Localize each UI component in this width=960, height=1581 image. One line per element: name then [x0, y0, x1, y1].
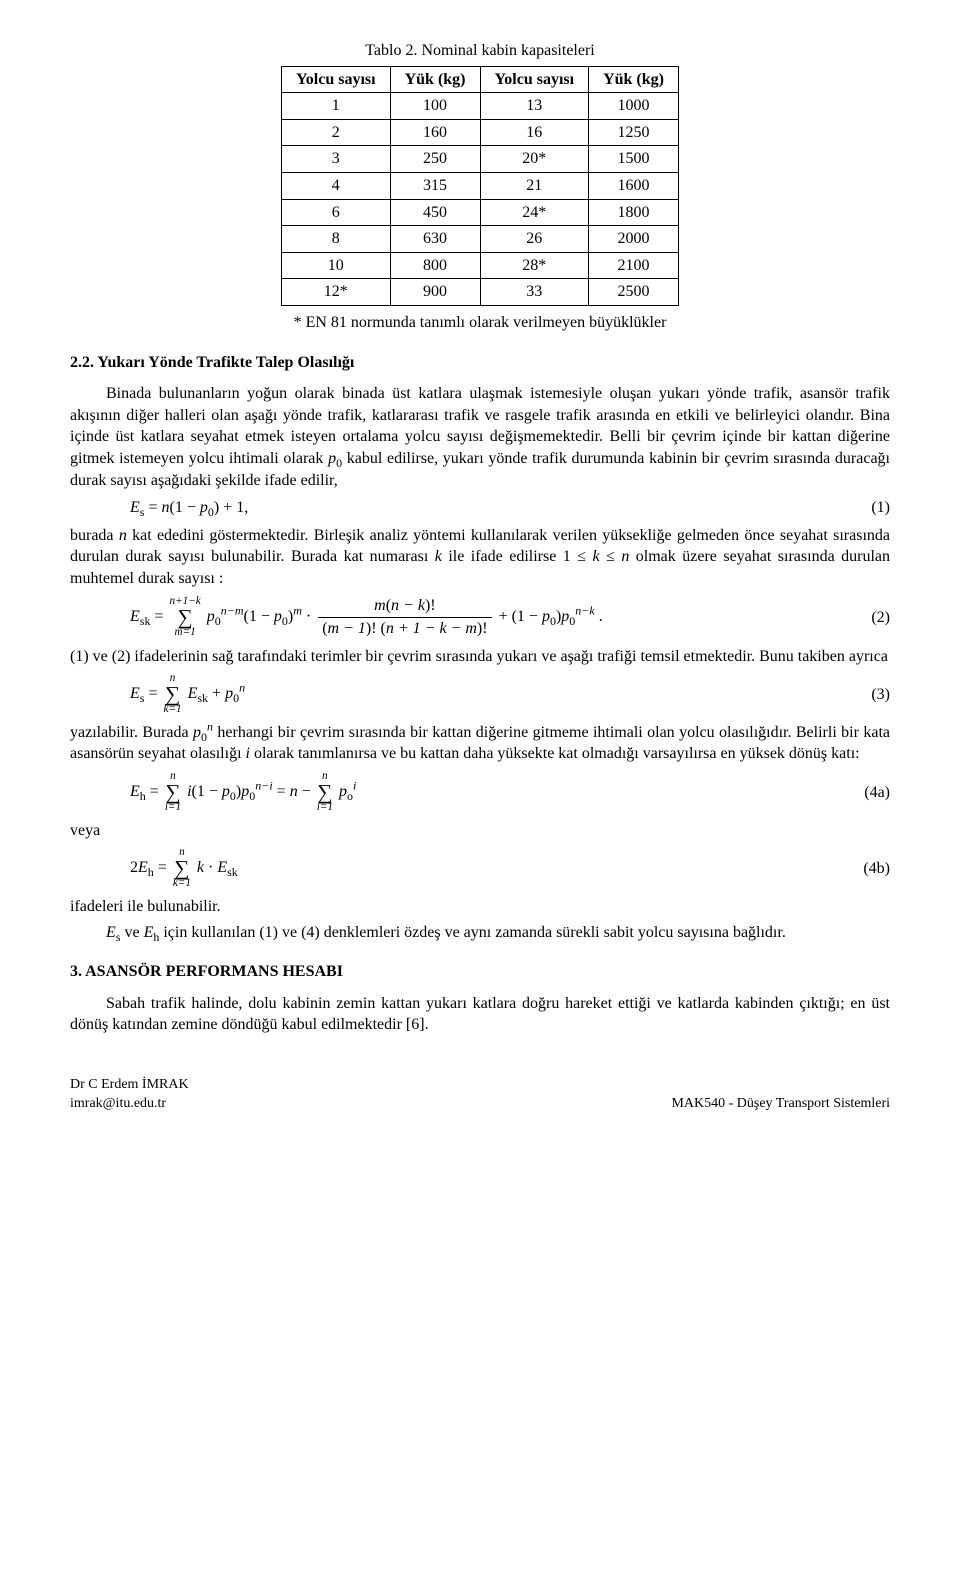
table-cell: 1 [282, 93, 391, 120]
table-cell: 2 [282, 119, 391, 146]
table-row: 4315211600 [282, 172, 679, 199]
table-cell: 630 [390, 226, 480, 253]
eqnum-3: (3) [840, 684, 890, 706]
table-cell: 315 [390, 172, 480, 199]
table-cell: 33 [480, 279, 589, 306]
table-cell: 26 [480, 226, 589, 253]
para-3-1: Sabah trafik halinde, dolu kabinin zemin… [70, 993, 890, 1036]
table-cell: 21 [480, 172, 589, 199]
table-cell: 450 [390, 199, 480, 226]
capacity-table: Yolcu sayısı Yük (kg) Yolcu sayısı Yük (… [281, 66, 679, 306]
equation-4b: 2Eh = n∑k=1 k · Esk (4b) [70, 847, 890, 890]
table-cell: 6 [282, 199, 391, 226]
th-3: Yük (kg) [589, 66, 679, 93]
veya: veya [70, 820, 890, 842]
table-cell: 1000 [589, 93, 679, 120]
table-cell: 10 [282, 252, 391, 279]
equation-3: Es = n∑k=1 Esk + p0n (3) [70, 673, 890, 716]
footer-course: MAK540 - Düşey Transport Sistemleri [671, 1095, 890, 1114]
table-cell: 24* [480, 199, 589, 226]
section-3-head: 3. ASANSÖR PERFORMANS HESABI [70, 961, 890, 983]
table-cell: 20* [480, 146, 589, 173]
table-cell: 2000 [589, 226, 679, 253]
eqnum-4a: (4a) [840, 782, 890, 804]
para-2-2-3: (1) ve (2) ifadelerinin sağ tarafındaki … [70, 646, 890, 668]
table-cell: 800 [390, 252, 480, 279]
th-2: Yolcu sayısı [480, 66, 589, 93]
para-2-2-5: ifadeleri ile bulunabilir. [70, 896, 890, 918]
para-2-2-4: yazılabilir. Burada p0n herhangi bir çev… [70, 722, 890, 765]
table-cell: 100 [390, 93, 480, 120]
table-cell: 4 [282, 172, 391, 199]
eqnum-2: (2) [840, 607, 890, 629]
table-cell: 1600 [589, 172, 679, 199]
footer-author: Dr C Erdem İMRAK [70, 1076, 189, 1095]
equation-1: Es = n(1 − p0) + 1, (1) [70, 497, 890, 519]
table-row: 1100131000 [282, 93, 679, 120]
table-cell: 160 [390, 119, 480, 146]
table-row: 8630262000 [282, 226, 679, 253]
table-cell: 1800 [589, 199, 679, 226]
table-cell: 1250 [589, 119, 679, 146]
th-1: Yük (kg) [390, 66, 480, 93]
table-row: 325020*1500 [282, 146, 679, 173]
table-note: * EN 81 normunda tanımlı olarak verilmey… [70, 312, 890, 334]
para-2-2-2: burada n kat ededini göstermektedir. Bir… [70, 525, 890, 590]
table-cell: 8 [282, 226, 391, 253]
table-row: 12*900332500 [282, 279, 679, 306]
table-cell: 13 [480, 93, 589, 120]
table-row: 2160161250 [282, 119, 679, 146]
page-footer: Dr C Erdem İMRAK imrak@itu.edu.tr MAK540… [70, 1076, 890, 1114]
table-cell: 2500 [589, 279, 679, 306]
eqnum-4b: (4b) [840, 858, 890, 880]
table-title: Tablo 2. Nominal kabin kapasiteleri [70, 40, 890, 62]
equation-4a: Eh = n∑i=1 i(1 − p0)p0n−i = n − n∑i=1 po… [70, 771, 890, 814]
table-cell: 900 [390, 279, 480, 306]
eqnum-1: (1) [840, 497, 890, 519]
table-row: 1080028*2100 [282, 252, 679, 279]
table-cell: 2100 [589, 252, 679, 279]
section-2-2-head: 2.2. Yukarı Yönde Trafikte Talep Olasılı… [70, 352, 890, 374]
table-cell: 250 [390, 146, 480, 173]
table-cell: 1500 [589, 146, 679, 173]
equation-2: Esk = n+1−k∑m=1 p0n−m(1 − p0)m · m(n − k… [70, 595, 890, 639]
table-cell: 3 [282, 146, 391, 173]
para-2-2-1: Binada bulunanların yoğun olarak binada … [70, 383, 890, 491]
table-row: 645024*1800 [282, 199, 679, 226]
para-2-2-6: Es ve Eh için kullanılan (1) ve (4) denk… [70, 922, 890, 944]
table-cell: 12* [282, 279, 391, 306]
table-cell: 28* [480, 252, 589, 279]
footer-email: imrak@itu.edu.tr [70, 1095, 189, 1114]
th-0: Yolcu sayısı [282, 66, 391, 93]
table-cell: 16 [480, 119, 589, 146]
